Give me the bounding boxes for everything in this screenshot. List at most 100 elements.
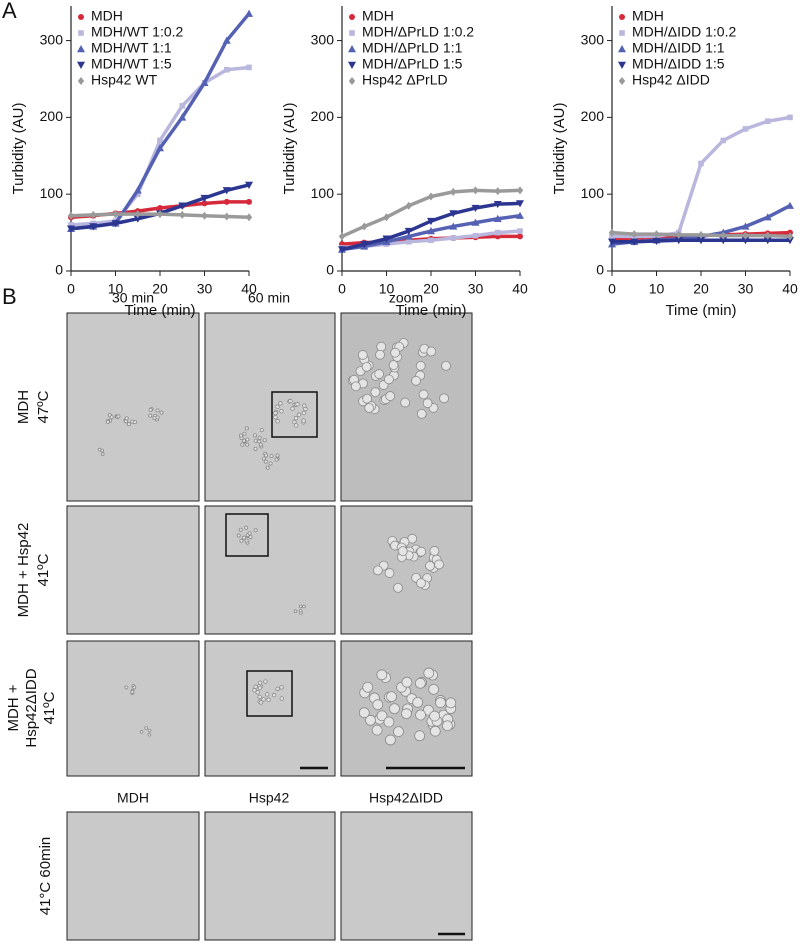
column-header: 60 min (248, 290, 290, 306)
legend-label: MDH/ΔPrLD 1:5 (362, 56, 463, 72)
y-tick-label: 100 (40, 185, 64, 201)
data-point (133, 186, 142, 194)
x-tick-label: 30 (197, 281, 213, 297)
legend-label: Hsp42 WT (91, 72, 158, 88)
data-point (494, 229, 501, 236)
data-point (675, 230, 682, 239)
legend-marker (618, 45, 626, 53)
data-point (67, 225, 75, 233)
data-point (653, 230, 660, 239)
x-tick-label: 40 (241, 281, 257, 297)
data-point (742, 126, 749, 132)
x-tick-label: 20 (693, 281, 709, 297)
row-label: 47ºC (35, 390, 52, 423)
x-tick-label: 30 (738, 281, 754, 297)
legend-marker (618, 77, 626, 85)
data-point (157, 205, 163, 212)
data-point (763, 237, 772, 245)
y-tick-label: 100 (581, 185, 605, 201)
data-point (246, 198, 252, 205)
data-point (517, 233, 523, 240)
legend-label: MDH/WT 1:5 (91, 56, 172, 72)
data-point (383, 213, 390, 222)
y-tick-label: 200 (311, 108, 335, 124)
data-point (157, 137, 163, 144)
data-point (90, 210, 97, 219)
legend-marker (348, 45, 356, 53)
legend-label: MDH/ΔPrLD 1:1 (362, 40, 463, 56)
column-header: Hsp42ΔIDD (369, 790, 443, 806)
y-tick-label: 200 (581, 108, 605, 124)
data-point (133, 215, 142, 223)
data-point (201, 200, 208, 207)
y-tick-label: 100 (311, 185, 335, 201)
data-point (361, 222, 368, 231)
column-header: Hsp42 (249, 790, 290, 806)
micrograph (66, 312, 200, 502)
legend-label: MDH (632, 8, 664, 24)
data-point (493, 200, 502, 209)
zoom-box (271, 391, 318, 438)
micrograph (204, 312, 336, 502)
legend-marker (348, 77, 356, 85)
data-point (338, 246, 346, 254)
column-header: 30 min (112, 290, 154, 306)
row-label: MDH + Hsp42 (15, 523, 32, 618)
data-point (246, 64, 252, 71)
legend-marker (349, 14, 355, 20)
x-tick-label: 20 (423, 281, 439, 297)
y-tick-label: 300 (581, 31, 605, 47)
x-tick-label: 10 (649, 281, 665, 297)
x-tick-label: 40 (782, 281, 798, 297)
legend-label: MDH (362, 8, 394, 24)
legend-marker (618, 61, 626, 69)
x-axis-label: Time (min) (124, 302, 195, 319)
panel-label: A (2, 0, 17, 23)
data-point (741, 222, 750, 230)
data-point (608, 228, 616, 237)
legend-label: MDH/ΔIDD 1:1 (632, 40, 725, 56)
micrograph (66, 811, 200, 941)
legend-marker (78, 30, 84, 36)
legend-label: MDH (91, 8, 123, 24)
y-tick-label: 0 (326, 262, 334, 278)
data-point (427, 217, 435, 226)
micrograph (204, 640, 336, 777)
panel-label: B (2, 284, 17, 309)
legend-label: MDH/ΔIDD 1:5 (632, 56, 725, 72)
x-tick-label: 10 (108, 281, 124, 297)
y-tick-label: 0 (55, 262, 63, 278)
data-point (764, 231, 771, 240)
legend-marker (619, 30, 625, 36)
legend-label: Hsp42 ΔIDD (632, 72, 710, 88)
legend-label: MDH/WT 1:1 (91, 40, 172, 56)
legend-marker (619, 14, 625, 20)
data-point (742, 231, 749, 240)
x-tick-label: 20 (152, 281, 168, 297)
data-point (516, 211, 524, 219)
data-point (517, 228, 523, 234)
y-tick-label: 0 (596, 262, 604, 278)
x-tick-label: 40 (512, 281, 528, 297)
data-point (223, 212, 230, 221)
data-point (719, 237, 728, 245)
data-point (245, 9, 253, 17)
zoom-box (225, 513, 269, 557)
data-point (360, 240, 369, 249)
data-point (449, 222, 458, 230)
data-point (741, 237, 750, 245)
legend-marker (349, 30, 355, 36)
legend-marker (77, 77, 85, 85)
data-point (156, 210, 164, 219)
data-point (427, 227, 435, 235)
y-tick-label: 200 (40, 108, 64, 124)
data-point (245, 213, 253, 222)
x-axis-label: Time (min) (395, 302, 466, 319)
data-point (405, 201, 412, 210)
x-tick-label: 10 (379, 281, 395, 297)
data-point (494, 187, 501, 196)
x-tick-label: 30 (468, 281, 484, 297)
data-point (156, 144, 164, 152)
data-point (516, 186, 524, 195)
micrograph (66, 640, 200, 777)
